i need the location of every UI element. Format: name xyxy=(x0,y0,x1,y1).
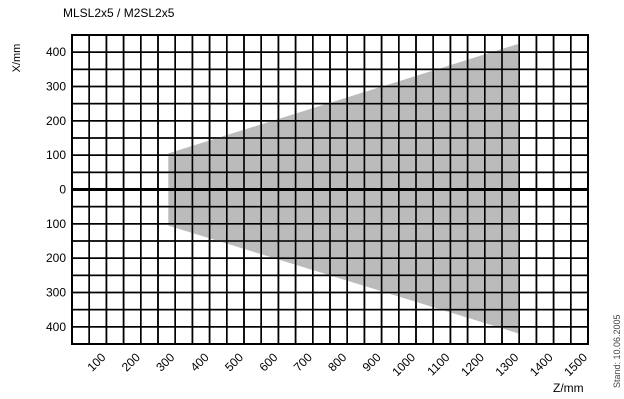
x-axis-label: Z/mm xyxy=(553,381,584,395)
chart-title: MLSL2x5 / M2SL2x5 xyxy=(63,6,175,20)
x-tick-label: 1100 xyxy=(424,350,452,378)
x-tick-label: 1400 xyxy=(527,350,556,379)
axes xyxy=(71,34,589,345)
y-tick-label: 100 xyxy=(46,148,66,162)
x-tick-label: 700 xyxy=(291,350,315,374)
y-tick-labels: 400 300 200 100 0 100 200 300 400 xyxy=(46,45,66,334)
y-tick-label: 300 xyxy=(46,286,66,300)
x-tick-label: 1200 xyxy=(458,350,487,379)
x-tick-label: 100 xyxy=(84,350,108,374)
x-tick-label: 900 xyxy=(360,350,384,374)
x-tick-label: 800 xyxy=(325,350,349,374)
x-tick-label: 200 xyxy=(119,350,143,374)
y-tick-label: 0 xyxy=(59,183,66,197)
y-tick-label: 200 xyxy=(46,114,66,128)
y-tick-label: 400 xyxy=(46,45,66,59)
x-tick-label: 1500 xyxy=(561,350,590,379)
side-note: Stand: 10.06.2005 xyxy=(610,48,622,388)
x-tick-label: 400 xyxy=(188,350,212,374)
y-tick-label: 200 xyxy=(46,251,66,265)
y-tick-label: 100 xyxy=(46,217,66,231)
y-axis-label: X/mm xyxy=(11,44,23,73)
x-tick-label: 500 xyxy=(222,350,246,374)
x-tick-label: 300 xyxy=(153,350,177,374)
y-tick-label: 400 xyxy=(46,320,66,334)
x-tick-label: 1000 xyxy=(389,350,418,379)
plot-frame xyxy=(71,34,589,345)
x-tick-label: 600 xyxy=(256,350,280,374)
side-note-text: Stand: 10.06.2005 xyxy=(612,314,622,388)
x-tick-label: 1300 xyxy=(493,350,522,379)
y-tick-label: 300 xyxy=(46,80,66,94)
x-tick-labels: 100 200 300 400 500 600 700 800 900 1000 1100 1200 1… xyxy=(84,350,590,379)
